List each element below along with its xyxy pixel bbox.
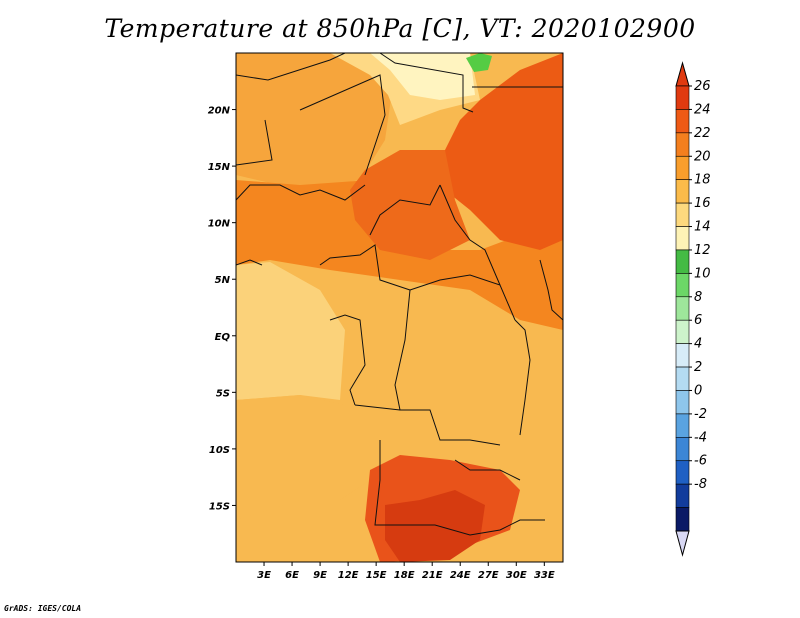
colorbar-label: 2 (694, 360, 702, 375)
colorbar-segment (675, 273, 690, 298)
colorbar-label: 8 (694, 290, 702, 305)
colorbar-label: 4 (694, 337, 702, 352)
colorbar-segment (675, 296, 690, 321)
colorbar-segment (675, 85, 690, 110)
colorbar-label: 14 (694, 220, 711, 235)
lon-tick-label: 12E (338, 570, 359, 581)
colorbar-segment (675, 109, 690, 134)
colorbar-label: -2 (694, 407, 707, 422)
colorbar-segment (675, 460, 690, 485)
colorbar-segment (675, 249, 690, 274)
region-green-spot (466, 53, 492, 72)
lon-tick-label: 21E (422, 570, 443, 581)
lon-tick-label: 24E (450, 570, 471, 581)
colorbar-top-cap (675, 61, 690, 87)
lat-tick-label: 15N (208, 162, 231, 173)
colorbar-label: 0 (694, 383, 702, 398)
lat-tick-label: 5S (216, 388, 230, 399)
chart-title: Temperature at 850hPa [C], VT: 202010290… (104, 14, 696, 43)
colorbar-label: 18 (694, 173, 711, 188)
colorbar-bottom-cap (675, 530, 690, 557)
colorbar-segment (675, 507, 690, 532)
lon-tick-label: 3E (257, 570, 271, 581)
lat-tick-label: 20N (208, 106, 231, 117)
colorbar-segment (675, 437, 690, 462)
region-west-coast-cool (236, 262, 345, 400)
colorbar-label: 26 (694, 79, 711, 94)
lat-tick-label: 5N (215, 275, 231, 286)
grads-credit: GrADS: IGES/COLA (4, 604, 82, 613)
colorbar-label: 10 (694, 266, 711, 281)
region-east-hot (440, 53, 563, 250)
colorbar-segment (675, 202, 690, 227)
lat-tick-label: EQ (215, 332, 231, 343)
lon-tick-label: 30E (506, 570, 527, 581)
lon-tick-label: 9E (313, 570, 327, 581)
colorbar-label: 12 (694, 243, 711, 258)
colorbar-segment (675, 413, 690, 438)
colorbar-label: 24 (694, 102, 711, 117)
colorbar-label: 20 (694, 149, 711, 164)
colorbar-label: -4 (694, 430, 707, 445)
colorbar-segment (675, 390, 690, 415)
latitude-axis: 20N 15N 10N 5N EQ 5S 10S 15S (208, 106, 236, 512)
longitude-axis: 3E 6E 9E 12E 15E 18E 21E 24E 27E 30E 33E (257, 562, 555, 581)
map-frame (235, 52, 564, 563)
lon-tick-label: 33E (534, 570, 555, 581)
lat-tick-label: 10N (208, 219, 231, 230)
colorbar-segment (675, 319, 690, 344)
colorbar-segment (675, 343, 690, 368)
region-congo-mild (236, 395, 380, 520)
lat-tick-label: 10S (209, 445, 230, 456)
colorbar-label: 16 (694, 196, 711, 211)
lat-tick-label: 15S (209, 501, 230, 512)
lon-tick-label: 15E (366, 570, 387, 581)
colorbar-label: -8 (694, 477, 707, 492)
colorbar-segment (675, 483, 690, 508)
region-sahara-coolest (370, 53, 475, 100)
colorbar-segment (675, 226, 690, 251)
lon-tick-label: 18E (394, 570, 415, 581)
country-borders (236, 53, 563, 536)
lon-tick-label: 6E (285, 570, 299, 581)
temperature-field (236, 53, 563, 562)
colorbar-segment (675, 155, 690, 180)
colorbar-segment (675, 366, 690, 391)
colorbar-segment (675, 132, 690, 157)
region-south-hottest (385, 490, 485, 562)
colorbar-label: 22 (694, 126, 711, 141)
region-chad-hot (350, 150, 470, 260)
colorbar-label: -6 (694, 454, 707, 469)
region-sudan-warm (236, 180, 563, 330)
colorbar-label: 6 (694, 313, 702, 328)
colorbar-segment (675, 179, 690, 204)
lon-tick-label: 27E (478, 570, 499, 581)
